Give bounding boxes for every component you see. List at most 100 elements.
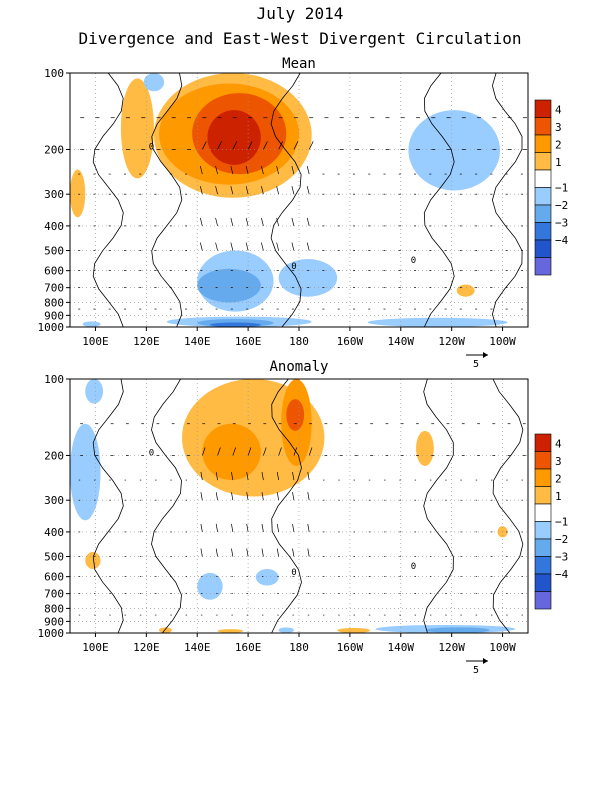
colorbar-label: 2: [555, 139, 562, 152]
shaded-region: [159, 627, 172, 633]
vector-arrow: [292, 523, 295, 532]
plot-area: 0 0 0: [70, 379, 528, 633]
vector-arrow: [276, 242, 279, 251]
y-tick-label: 400: [44, 220, 64, 233]
zero-contour: [92, 379, 124, 633]
vector-arrow: [247, 447, 252, 456]
shaded-region: [426, 627, 490, 633]
x-tick-label: 140E: [184, 641, 211, 654]
x-tick-label: 160E: [235, 641, 262, 654]
shaded-region: [143, 73, 165, 92]
colorbar-box: [534, 556, 552, 575]
zero-contour: [491, 73, 523, 327]
vector-arrow: [308, 447, 313, 456]
vector-arrow: [200, 548, 203, 557]
vector-arrow: [276, 492, 279, 501]
x-tick-label: 100E: [82, 335, 109, 348]
shaded-region: [120, 78, 154, 179]
reference-vector-label: 5: [473, 359, 479, 370]
vector-arrow: [307, 523, 310, 532]
y-tick-label: 400: [44, 526, 64, 539]
reference-vector-label: 5: [473, 665, 479, 676]
vector-arrow: [246, 548, 249, 557]
x-tick-label: 160E: [235, 335, 262, 348]
x-tick-label: 160W: [337, 335, 364, 348]
colorbar-label: −1: [555, 182, 568, 195]
vector-arrow: [291, 165, 295, 175]
zero-contour: [423, 379, 454, 633]
contour-label: 0: [411, 562, 416, 572]
vector-arrow: [245, 242, 249, 251]
y-tick-label: 600: [44, 571, 64, 584]
vector-arrow: [261, 548, 264, 557]
shaded-region: [367, 317, 508, 327]
colorbar-label: −4: [555, 568, 569, 581]
shaded-region: [456, 284, 475, 297]
shaded-region: [197, 572, 223, 600]
vector-arrow: [261, 186, 264, 195]
vector-arrow: [232, 447, 236, 456]
shaded-region: [217, 629, 244, 633]
vector-arrow: [291, 242, 295, 251]
vector-arrow: [307, 492, 310, 501]
vector-arrow: [278, 141, 283, 150]
y-tick-label: 200: [44, 143, 64, 156]
vector-arrow: [261, 472, 264, 481]
y-tick-label: 100: [44, 373, 64, 386]
colorbar-box: [534, 486, 552, 505]
colorbar-box: [534, 134, 552, 153]
vector-arrow: [201, 447, 206, 456]
shaded-region: [70, 169, 86, 218]
vector-arrow: [292, 472, 295, 481]
vector-arrow: [201, 141, 207, 150]
y-tick-label: 900: [44, 615, 64, 628]
x-tick-label: 160W: [337, 641, 364, 654]
colorbar-label: 4: [555, 104, 562, 117]
vector-arrow: [307, 548, 310, 557]
vector-arrow: [306, 217, 310, 227]
x-tick-label: 140E: [184, 335, 211, 348]
vector-arrow: [215, 523, 218, 532]
vector-arrow: [199, 217, 203, 227]
vector-arrow: [199, 186, 203, 195]
colorbar-label: 3: [555, 121, 562, 134]
vector-arrow: [292, 548, 295, 557]
vector-arrow: [200, 492, 203, 501]
vector-arrow: [231, 472, 234, 481]
shaded-region: [337, 627, 371, 633]
vector-arrow: [306, 242, 310, 251]
colorbar-box: [534, 573, 552, 592]
shaded-region: [207, 110, 261, 165]
zero-contour: [270, 73, 302, 327]
vector-arrow: [215, 472, 218, 481]
vector-arrow: [231, 523, 234, 532]
colorbar-label: 3: [555, 455, 562, 468]
shaded-region: [286, 399, 305, 431]
vector-arrow: [276, 217, 279, 227]
y-tick-label: 900: [44, 309, 64, 322]
figure-title: July 2014: [256, 4, 344, 23]
shaded-region: [278, 627, 294, 633]
vector-arrow: [291, 186, 295, 195]
vector-arrow: [247, 141, 253, 150]
contour-label: 0: [411, 256, 416, 266]
vector-arrow: [276, 472, 279, 481]
shaded-region: [255, 569, 279, 586]
colorbar-label: 4: [555, 438, 562, 451]
y-tick-label: 500: [44, 551, 64, 564]
y-tick-label: 300: [44, 494, 64, 507]
y-tick-label: 1000: [38, 321, 65, 334]
colorbar-label: −2: [555, 533, 568, 546]
zero-contour: [271, 379, 302, 633]
vector-arrow: [292, 492, 295, 501]
x-tick-label: 100W: [489, 335, 516, 348]
shaded-region: [197, 268, 261, 303]
vector-arrow: [246, 523, 249, 532]
y-tick-label: 500: [44, 245, 64, 258]
vector-arrow: [276, 186, 279, 195]
vector-arrow: [263, 141, 268, 150]
vector-arrow: [245, 217, 249, 227]
